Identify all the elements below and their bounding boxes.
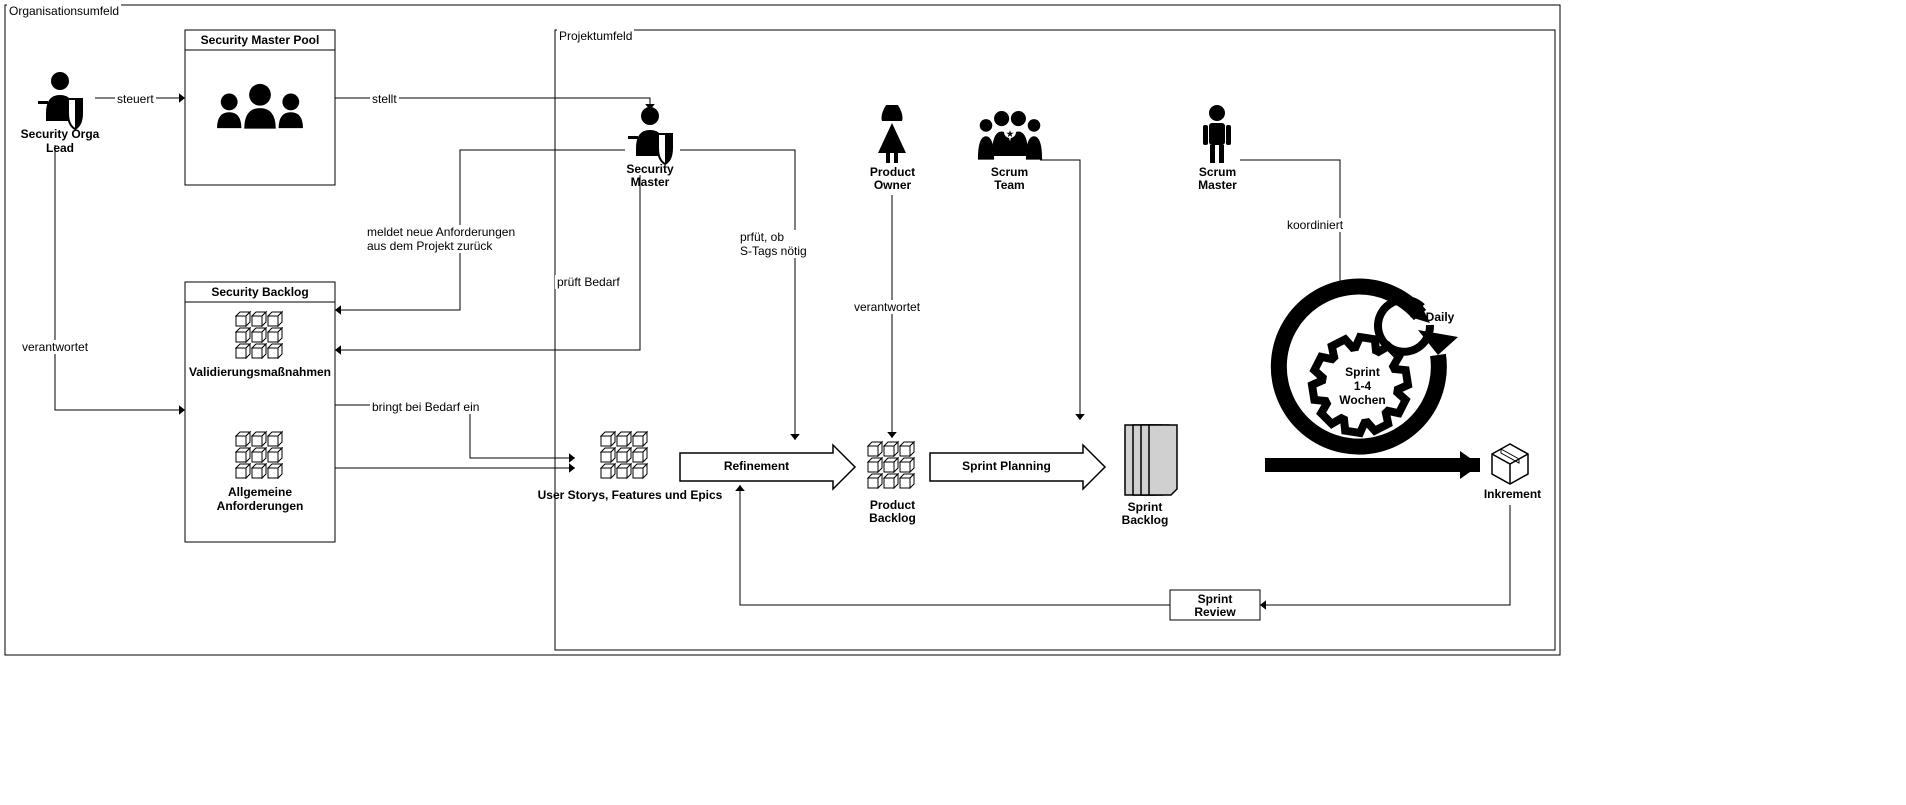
actor-prod-owner-l1: Product (865, 165, 920, 179)
frame-proj-title: Projektumfeld (557, 29, 634, 43)
review-l2: Review (1170, 605, 1260, 619)
actor-scrum-master-l2: Master (1190, 178, 1245, 192)
sprint-label-l2: 1-4 (1335, 379, 1390, 393)
edge-label-e_bringt: bringt bei Bedarf ein (370, 400, 481, 414)
artifact-userstory: User Storys, Features und Epics (535, 488, 725, 502)
artifact-sprintback-l2: Backlog (1115, 513, 1175, 527)
sprint-daily-label: Daily (1415, 310, 1465, 324)
artifact-sprintback-l1: Sprint (1115, 500, 1175, 514)
frame-org-title: Organisationsumfeld (7, 4, 121, 18)
edge-label-e_steuert: steuert (115, 92, 156, 106)
actor-scrum-master-l1: Scrum (1190, 165, 1245, 179)
frame-backlog-title: Security Backlog (185, 285, 335, 299)
review-l1: Sprint (1170, 592, 1260, 606)
actor-sec-master-l1: Security (620, 162, 680, 176)
actor-scrum-team-l1: Scrum (982, 165, 1037, 179)
artifact-prodback-l1: Product (860, 498, 925, 512)
edge-label-e_verantw2: verantwortet (852, 300, 922, 314)
arrow-refinement: Refinement (680, 459, 833, 473)
artifact-inkrement: Inkrement (1480, 487, 1545, 501)
edge-label-e_meldet: meldet neue Anforderungenaus dem Projekt… (365, 225, 517, 253)
sprint-label-l3: Wochen (1335, 393, 1390, 407)
arrow-sprint-planning: Sprint Planning (930, 459, 1083, 473)
svg-text:★: ★ (1006, 129, 1015, 140)
frame-pool-title: Security Master Pool (185, 33, 335, 47)
edge-label-e_koord: koordiniert (1285, 218, 1345, 232)
actor-prod-owner-l2: Owner (865, 178, 920, 192)
edge-label-e_prueft: prüft Bedarf (555, 275, 622, 289)
sprint-label-l1: Sprint (1335, 365, 1390, 379)
artifact-prodback-l2: Backlog (860, 511, 925, 525)
edge-label-e_stellt: stellt (370, 92, 399, 106)
edge-label-e_prfut: prfüt, obS-Tags nötig (738, 230, 809, 258)
edge-label-e_verantw1: verantwortet (20, 340, 90, 354)
actor-orga-lead: Security Orga Lead (10, 127, 110, 155)
artifact-allg: Allgemeine Anforderungen (185, 485, 335, 513)
actor-sec-master-l2: Master (620, 175, 680, 189)
actor-scrum-team-l2: Team (982, 178, 1037, 192)
artifact-valid: Validierungsmaßnahmen (185, 365, 335, 379)
